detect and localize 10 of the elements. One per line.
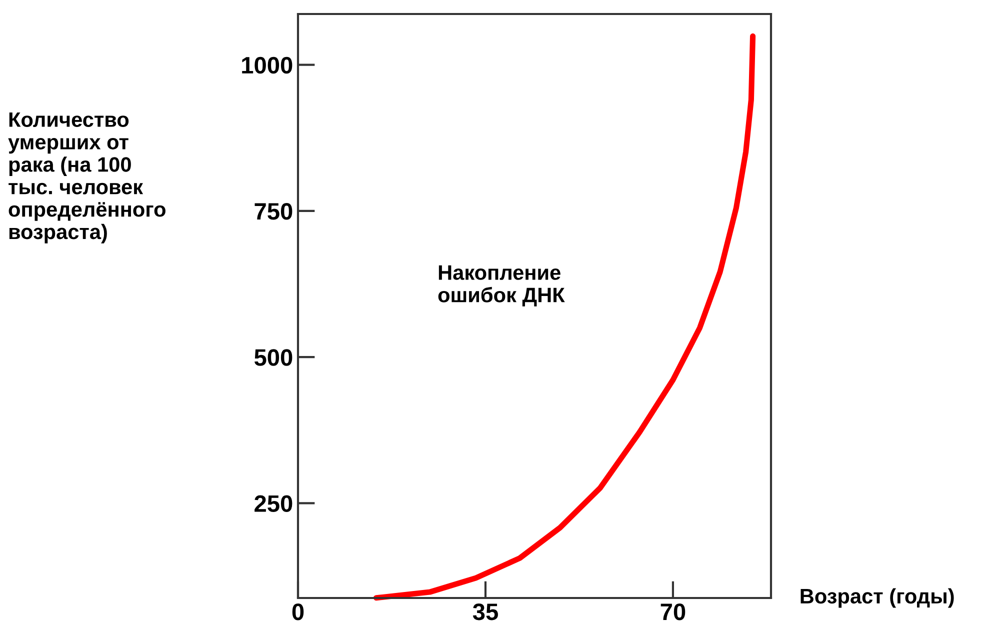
y-axis-title: Количество умерших от рака (на 100 тыс. человек определённого возраста) <box>8 112 166 244</box>
x-tick-label: 0 <box>292 603 304 620</box>
y-tick-label: 500 <box>254 349 292 366</box>
y-tick-label: 750 <box>254 203 292 220</box>
y-tick-label: 250 <box>254 495 292 512</box>
annotation: Накопление ошибок ДНК <box>438 265 565 306</box>
x-axis-title: Возраст (годы) <box>800 588 954 608</box>
x-tick-label: 70 <box>660 603 686 620</box>
x-tick-label: 35 <box>472 603 498 620</box>
y-tick-label: 1000 <box>242 56 292 74</box>
